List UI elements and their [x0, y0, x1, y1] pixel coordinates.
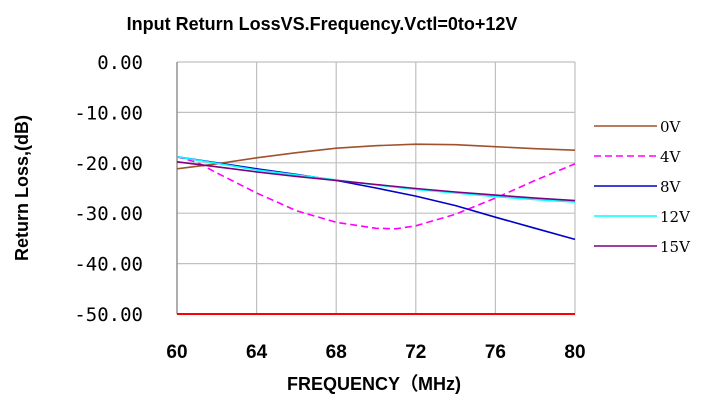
- legend-label-15v: 15V: [660, 238, 691, 256]
- y-tick-label: -50.00: [74, 304, 143, 326]
- x-tick-label: 72: [405, 342, 426, 363]
- legend: 0V 4V 8V 12V 15V: [594, 118, 691, 256]
- series-line-15v: [176, 161, 576, 202]
- y-tick-label: -20.00: [74, 153, 143, 175]
- x-tick-label: 60: [166, 342, 187, 363]
- x-axis-label: FREQUENCY（MHz): [287, 374, 461, 394]
- legend-label-4v: 4V: [660, 148, 682, 166]
- x-tick-labels: 60 64 68 72 76 80: [166, 342, 585, 363]
- y-tick-label: -30.00: [74, 203, 143, 225]
- y-tick-label: 0.00: [97, 52, 143, 74]
- chart-title: Input Return LossVS.Frequency.Vctl=0to+1…: [127, 14, 518, 34]
- legend-label-8v: 8V: [660, 178, 682, 196]
- x-tick-label: 68: [326, 342, 347, 363]
- series-line-8v: [176, 156, 576, 241]
- x-tick-label: 64: [246, 342, 268, 363]
- x-tick-label: 76: [485, 342, 506, 363]
- x-tick-label: 80: [564, 342, 585, 363]
- legend-label-12v: 12V: [660, 208, 691, 226]
- y-tick-label: -40.00: [74, 254, 143, 276]
- y-axis-label: Return Loss,(dB): [12, 115, 32, 261]
- series-line-12v: [176, 156, 576, 203]
- series-group: [176, 143, 576, 241]
- y-tick-labels: 0.00 -10.00 -20.00 -30.00 -40.00 -50.00: [74, 52, 143, 326]
- legend-label-0v: 0V: [660, 118, 682, 136]
- series-line-0v: [176, 143, 576, 170]
- y-tick-label: -10.00: [74, 102, 143, 124]
- grid-lines: [176, 61, 576, 315]
- series-line-4v: [176, 156, 576, 230]
